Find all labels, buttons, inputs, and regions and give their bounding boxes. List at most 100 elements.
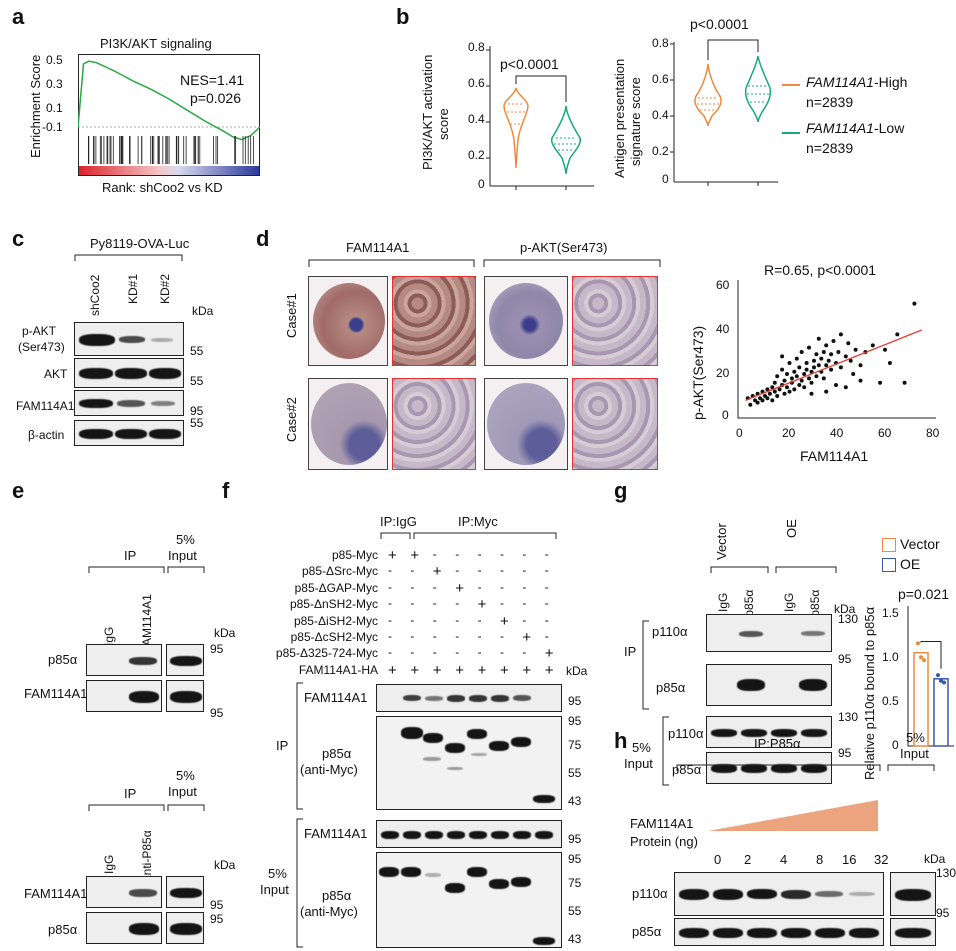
f-construct-label: p85-ΔiSH2-Myc	[293, 613, 378, 628]
h-dose: 16	[842, 852, 857, 867]
f-sign: -	[410, 596, 415, 611]
g-bar-ylabel: Relative p110α bound to p85α	[862, 606, 877, 780]
f-ip-marker: 95	[568, 694, 582, 708]
scatter-point	[765, 396, 770, 401]
scatter-point	[780, 354, 785, 359]
h-marker: 95	[936, 906, 950, 920]
f-sign: -	[522, 645, 527, 660]
scatter-point	[789, 376, 794, 381]
f-in-antimyc: (anti-Myc)	[300, 904, 358, 919]
h-dose-triangle	[708, 800, 878, 831]
g-bar-point	[922, 658, 926, 663]
e-bot-kda: kDa	[214, 858, 236, 872]
scatter-xtick: 0	[736, 426, 743, 440]
scatter-point	[787, 361, 792, 365]
f-sign: -	[410, 563, 415, 578]
f-sign: -	[500, 629, 504, 643]
f-in-marker: 43	[568, 932, 582, 946]
f-sign: -	[477, 563, 482, 578]
h-marker: 130	[936, 866, 956, 880]
g-bar-ytick: 1.0	[882, 650, 899, 664]
f-construct-label: p85-ΔcSH2-Myc	[290, 630, 378, 644]
g-bar-legend-oe: OE	[900, 556, 921, 572]
mw-marker: 55	[190, 416, 204, 430]
scatter-point	[782, 378, 787, 383]
ihc-core-case2-fam	[308, 378, 388, 470]
e-bot-marker: 95	[210, 898, 224, 912]
f-input2: Input	[260, 882, 289, 897]
g-marker: 95	[838, 652, 852, 666]
f-sign: -	[455, 645, 460, 660]
h-row: p110α	[632, 886, 668, 901]
g-lane: IgG	[782, 592, 796, 612]
ihc-zoom-case1-pakt	[572, 276, 658, 366]
f-sign: -	[455, 612, 460, 627]
ihc-core-case1-fam	[308, 276, 388, 366]
violin-right-ytick: 0.4	[652, 108, 669, 122]
g-lane: IgG	[716, 592, 730, 612]
scatter-point	[824, 343, 829, 348]
scatter-point	[853, 347, 858, 352]
f-sign: +	[432, 563, 442, 581]
f-ip-blot-fam	[376, 684, 562, 712]
g-vector: Vector	[714, 523, 729, 560]
f-sign: -	[410, 645, 415, 660]
f-sign: -	[477, 547, 482, 561]
f-sign: -	[410, 629, 415, 643]
f-sign: -	[432, 629, 437, 643]
scatter-point	[887, 361, 892, 365]
f-sign: -	[500, 596, 504, 611]
h-ip: IP:P85α	[754, 736, 801, 751]
scatter-point	[843, 354, 848, 359]
g-bar-point	[919, 655, 923, 660]
gsea-pval: p=0.026	[190, 90, 241, 106]
scatter-xtick: 20	[782, 426, 796, 440]
f-ip-marker: 55	[568, 766, 582, 780]
g-bar-legend-vector: Vector	[900, 536, 940, 552]
e-top-blot1-input	[166, 644, 204, 676]
lane-label: KD#1	[126, 273, 140, 304]
scatter-xlabel: FAM114A1	[800, 448, 869, 464]
f-in-marker: 55	[568, 904, 582, 918]
f-sign: -	[522, 579, 527, 594]
scatter-point	[819, 356, 824, 361]
f-sign: -	[500, 645, 504, 660]
f-ip-label: IP	[276, 738, 289, 753]
e-bot-lane-igg: IgG	[102, 854, 116, 874]
f-ip-antimyc: (anti-Myc)	[300, 762, 358, 777]
g-bar-oe	[933, 678, 949, 747]
blot-bactin	[74, 420, 184, 446]
scatter-point	[794, 374, 799, 379]
f-ip-igg: IP:IgG	[380, 514, 417, 529]
f-sign: -	[432, 645, 437, 660]
e-bot-blot1	[86, 876, 162, 908]
scatter-point	[787, 389, 792, 394]
f-sign: -	[544, 547, 549, 561]
f-sign: -	[455, 563, 460, 578]
scatter-point	[912, 301, 917, 306]
g-bar-ytick: 1.5	[882, 606, 899, 620]
e-bot-marker: 95	[210, 912, 224, 926]
e-bot-ip: IP	[124, 786, 137, 801]
scatter-point	[775, 394, 780, 398]
g-marker: 95	[838, 746, 852, 760]
g-oe: OE	[784, 519, 799, 538]
scatter-point	[780, 367, 785, 372]
scatter-point	[858, 378, 863, 383]
f-sign: -	[432, 547, 437, 561]
e-top-blot2	[86, 680, 162, 712]
e-bot-blot1-input	[166, 876, 204, 908]
scatter-point	[772, 380, 777, 385]
f-in-marker: 95	[568, 852, 582, 866]
scatter-point	[772, 389, 777, 394]
scatter-point	[843, 385, 848, 390]
scatter-point	[760, 398, 765, 403]
scatter-point	[902, 380, 907, 385]
scatter-point	[782, 391, 787, 396]
scatter-point	[846, 341, 851, 346]
e-top-input1: 5%	[176, 532, 195, 547]
scatter-point	[831, 339, 836, 343]
f-input1: 5%	[268, 866, 287, 881]
scatter-axes	[737, 280, 936, 419]
g-blot-in-p110	[706, 716, 832, 748]
